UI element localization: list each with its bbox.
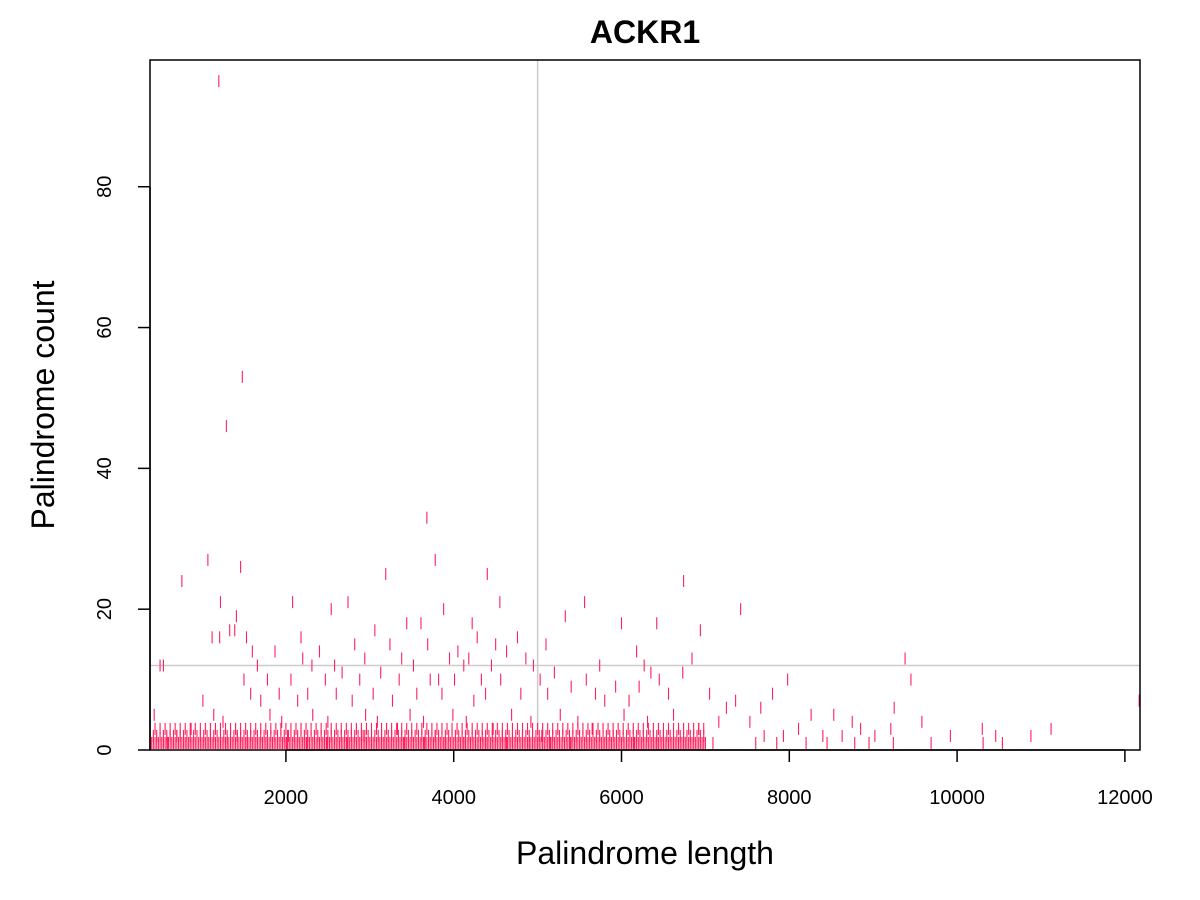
y-tick-label: 60 (94, 316, 116, 338)
plot-frame (149, 59, 1141, 751)
y-tick-label: 20 (94, 598, 116, 620)
x-tick-label: 8000 (767, 787, 812, 809)
chart-title: ACKR1 (590, 14, 700, 50)
x-tick-label: 2000 (264, 787, 309, 809)
y-tick-label: 0 (94, 744, 116, 755)
reference-lines (150, 60, 1140, 750)
y-tick-label: 40 (94, 457, 116, 479)
x-tick-label: 4000 (431, 787, 476, 809)
y-axis-label: Palindrome count (25, 280, 61, 529)
y-tick-label: 80 (94, 176, 116, 198)
x-tick-label: 12000 (1097, 787, 1153, 809)
y-axis: 0 20 40 60 80 (94, 176, 151, 756)
x-tick-label: 10000 (929, 787, 985, 809)
x-axis: 2000 4000 6000 8000 10000 12000 (264, 749, 1153, 809)
x-tick-label: 6000 (599, 787, 644, 809)
data-points (151, 75, 1140, 749)
x-axis-label: Palindrome length (516, 835, 774, 871)
